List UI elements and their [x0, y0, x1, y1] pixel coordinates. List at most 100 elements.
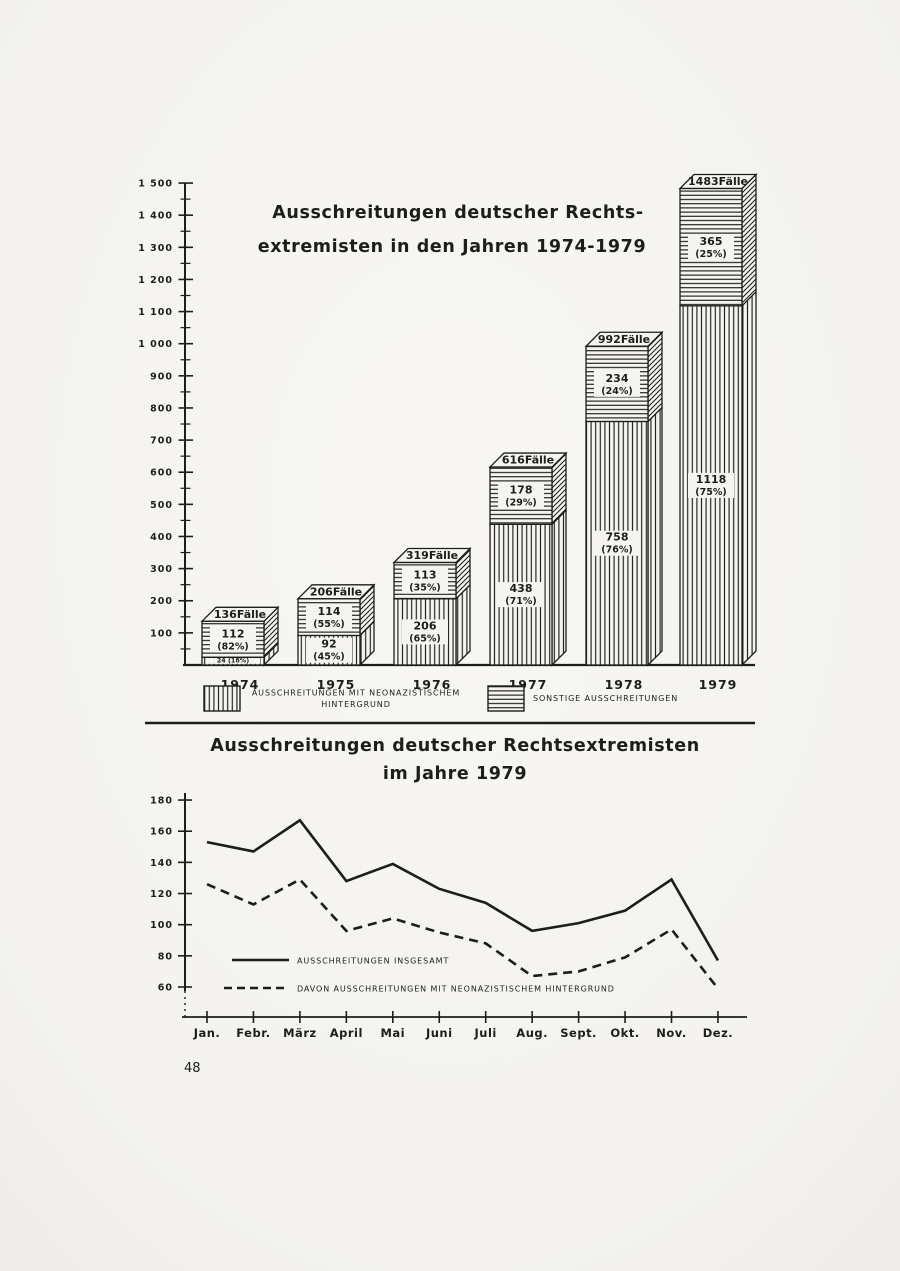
bar-1976-sonstige-pct: (35%): [409, 583, 440, 594]
month-label-dez: Dez.: [703, 1026, 733, 1040]
bar-1978: 992Fälle 234(24%) 758(76%): [584, 330, 664, 667]
line-y-tick-label-180: 180: [150, 796, 173, 807]
bar-1976-sonstige-value: 113: [414, 569, 437, 582]
line-y-tick-label-80: 80: [158, 951, 173, 962]
bar-y-tick-label: 1 500: [138, 179, 173, 190]
page-number: 48: [184, 1061, 201, 1076]
bar-1976-neonazi-pct: (65%): [409, 633, 440, 644]
bar-1975: 206Fälle 114(55%) 92(45%): [296, 583, 376, 667]
bar-1979-total-label: 1483Fälle: [688, 175, 748, 188]
bar-1976-sonstige-label-bg: [402, 567, 448, 594]
bar-y-tick-label: 1 000: [138, 339, 173, 350]
line-chart-title-line2: im Jahre 1979: [383, 764, 527, 784]
bar-y-tick-label: 200: [150, 596, 173, 607]
month-label-okt: Okt.: [610, 1026, 639, 1040]
bar-1977-total-label: 616Fälle: [502, 454, 554, 467]
bar-1978-neonazi-label-bg: [594, 530, 640, 556]
bar-1977-neonazi-value: 438: [510, 582, 533, 595]
bar-chart-title-line1: Ausschreitungen deutscher Rechts-: [272, 203, 643, 223]
bar-1979-sonstige-value: 365: [700, 235, 723, 248]
bar-y-tick-label: 700: [150, 436, 173, 447]
bar-1974-sonstige-pct: (82%): [217, 641, 248, 652]
bar-1978-sonstige-label-bg: [594, 370, 640, 397]
line-series-insgesamt: [206, 818, 720, 962]
bar-1974: 136Fälle 112(82%) 24 (18%): [200, 605, 280, 667]
bar-1979-sonstige-label-bg: [688, 234, 734, 261]
bar-1976-neonazi-value: 206: [414, 619, 437, 632]
bar-1976: 319Fälle 113(35%) 206(65%): [392, 546, 472, 667]
bar-1975-neonazi-label-bg: [306, 637, 352, 663]
month-label-sept: Sept.: [560, 1026, 597, 1040]
bar-1974-neonazi-value: 24 (18%): [217, 656, 249, 664]
month-label-nov: Nov.: [656, 1026, 686, 1040]
bar-1975-sonstige-pct: (55%): [313, 619, 344, 630]
bar-chart-legend: AUSSCHREITUNGEN MIT NEONAZISTISCHEM HINTE…: [203, 685, 678, 712]
month-label-april: April: [330, 1026, 363, 1040]
bar-1978-neonazi-pct: (76%): [601, 545, 632, 556]
bar-category-label-1975: 1975: [317, 677, 356, 692]
legend-label-neonazi-line2: HINTERGRUND: [321, 700, 391, 709]
month-label-juni: Juni: [425, 1026, 453, 1040]
bar-1975-sonstige-label-bg: [306, 604, 352, 631]
line-chart-title-line1: Ausschreitungen deutscher Rechtsextremis…: [210, 736, 700, 756]
bar-1978-neonazi-value: 758: [606, 531, 629, 544]
bar-y-tick-label: 1 200: [138, 275, 173, 286]
line-y-tick-label-60: 60: [158, 983, 173, 994]
line-series-neonazistisch: [206, 877, 719, 990]
month-label-aug: Aug.: [516, 1026, 548, 1040]
bar-1977-sonstige-value: 178: [510, 484, 533, 497]
bar-1979-side-lower: [741, 290, 757, 667]
line-legend-label-insgesamt: AUSSCHREITUNGEN INSGESAMT: [297, 957, 449, 966]
legend-label-sonstige: SONSTIGE AUSSCHREITUNGEN: [533, 694, 678, 703]
bar-1975-total-label: 206Fälle: [310, 585, 362, 598]
bar-y-tick-label: 500: [150, 500, 173, 511]
bar-category-label-1976: 1976: [413, 677, 452, 692]
bar-1978-total-label: 992Fälle: [598, 333, 650, 346]
month-label-febr: Febr.: [236, 1026, 270, 1040]
bar-1977-neonazi-pct: (71%): [505, 596, 536, 607]
bar-y-tick-label: 600: [150, 468, 173, 479]
bar-y-tick-label: 900: [150, 371, 173, 382]
bar-1974-sonstige-value: 112: [222, 627, 245, 640]
line-y-tick-label-140: 140: [150, 858, 173, 869]
bar-y-tick-label: 400: [150, 532, 173, 543]
line-y-tick-label-120: 120: [150, 889, 173, 900]
bar-1975-neonazi-value: 92: [321, 638, 336, 651]
bar-1977-side-lower: [551, 508, 567, 667]
bar-1979-neonazi-value: 1118: [696, 473, 727, 486]
bar-1979: 1483Fälle 365(25%) 1118(75%): [678, 172, 758, 667]
bar-1974-total-label: 136Fälle: [214, 608, 266, 621]
line-legend-label-neonazistisch: DAVON AUSSCHREITUNGEN MIT NEONAZISTISCHE…: [297, 985, 615, 994]
bar-y-tick-label: 800: [150, 403, 173, 414]
bar-1977-sonstige-label-bg: [498, 482, 544, 509]
bar-category-label-1978: 1978: [605, 677, 644, 692]
bar-1974-neonazi-label-bg: [206, 658, 260, 664]
bar-1978-sonstige-value: 234: [606, 372, 629, 385]
bar-y-tick-label: 1 100: [138, 307, 173, 318]
bar-1977-neonazi-label-bg: [498, 582, 544, 608]
bar-y-tick-label: 100: [150, 628, 173, 639]
bar-chart-title-line2: extremisten in den Jahren 1974-1979: [258, 237, 646, 257]
bar-1976-total-label: 319Fälle: [406, 549, 458, 562]
bar-chart: 100 200 300 400 500 600 700 800 900 1 000 1 100 1 2…: [138, 172, 758, 692]
bar-1975-sonstige-value: 114: [318, 605, 341, 618]
month-label-jan: Jan.: [193, 1026, 221, 1040]
legend-swatch-sonstige: [487, 685, 525, 712]
month-label-märz: März: [283, 1026, 317, 1040]
bar-1977: 616Fälle 178(29%) 438(71%): [488, 451, 568, 667]
bar-1975-neonazi-pct: (45%): [313, 652, 344, 663]
line-y-tick-label-100: 100: [150, 920, 173, 931]
bar-1978-sonstige-pct: (24%): [601, 386, 632, 397]
bar-1974-sonstige-label-bg: [210, 626, 256, 653]
bar-category-label-1979: 1979: [699, 677, 738, 692]
line-chart: 60 80 100 120 140 160 180 Jan. Febr. März April Mai…: [150, 793, 747, 1040]
bar-1979-side-upper: [741, 172, 757, 308]
bar-y-tick-label: 300: [150, 564, 173, 575]
legend-label-neonazi-line1: AUSSCHREITUNGEN MIT NEONAZISTISCHEM: [252, 689, 460, 698]
line-y-tick-label-160: 160: [150, 827, 173, 838]
bar-1979-neonazi-pct: (75%): [695, 487, 726, 498]
bar-1977-sonstige-pct: (29%): [505, 498, 536, 509]
month-label-juli: Juli: [474, 1026, 497, 1040]
